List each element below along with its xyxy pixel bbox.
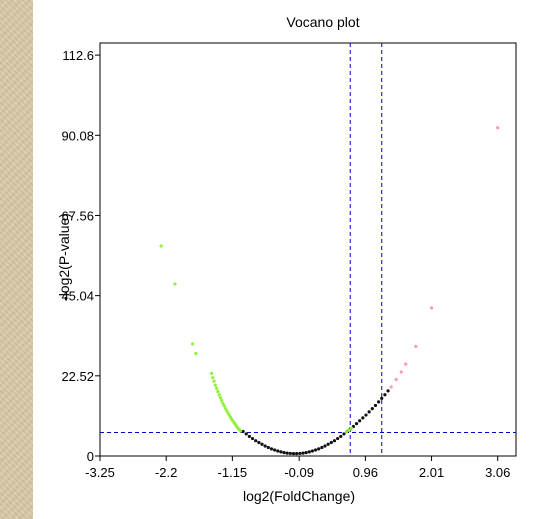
data-point: [291, 451, 296, 456]
data-point: [339, 434, 343, 439]
x-tick-label: -0.09: [284, 465, 314, 480]
data-point: [380, 396, 384, 400]
data-point: [399, 370, 403, 374]
x-axis: -3.25 -2.2 -1.15 -0.09 0.96 2.01 3.06: [85, 456, 510, 480]
data-point: [336, 436, 340, 441]
data-point: [269, 447, 274, 451]
data-point: [394, 377, 398, 382]
data-point: [266, 445, 270, 450]
data-point: [329, 440, 333, 445]
y-axis-label: -log2(P-value): [56, 213, 72, 301]
data-point: [221, 401, 225, 405]
data-point: [386, 389, 390, 393]
data-point: [404, 362, 408, 366]
data-point: [347, 428, 351, 432]
data-point: [373, 403, 378, 408]
data-point: [194, 351, 198, 356]
data-point: [376, 400, 381, 404]
data-point: [342, 432, 346, 436]
data-point: [216, 389, 220, 394]
data-point: [247, 434, 251, 439]
data-point: [307, 450, 311, 454]
x-tick-label: 3.06: [485, 465, 510, 480]
data-point: [238, 429, 243, 433]
data-point: [213, 383, 217, 387]
data-point: [285, 451, 289, 455]
data-point: [364, 413, 368, 417]
y-tick-label: 112.6: [62, 48, 94, 63]
y-tick-label: 0: [87, 449, 94, 464]
y-tick-label: 90.08: [61, 128, 94, 143]
data-point: [367, 410, 371, 414]
data-point: [349, 426, 354, 430]
data-point: [354, 422, 359, 426]
data-point: [301, 451, 305, 455]
data-point: [263, 444, 267, 448]
plot-panel: Vocano plot -3.25 -2.2 -1.15 -0.09 0.96 2.01 3…: [33, 0, 552, 519]
data-point: [212, 379, 216, 383]
data-point: [320, 445, 324, 450]
data-point: [159, 244, 163, 248]
y-tick-label: 67.56: [61, 208, 94, 223]
data-point: [298, 451, 302, 456]
data-point: [383, 393, 387, 397]
data-point: [250, 436, 255, 441]
data-point: [344, 430, 349, 434]
data-point: [389, 385, 393, 389]
data-point: [272, 448, 277, 452]
x-tick-label: 0.96: [353, 465, 378, 480]
data-point: [317, 447, 321, 451]
y-axis: 0 22.52 45.04 67.56 90.08 112.6: [61, 48, 100, 464]
data-point: [257, 440, 261, 445]
data-point: [414, 344, 418, 348]
data-point: [326, 442, 330, 446]
x-tick-label: -1.15: [218, 465, 248, 480]
data-point: [254, 439, 258, 443]
x-tick-label: -2.2: [155, 465, 177, 480]
data-point: [276, 449, 280, 453]
data-point: [496, 126, 500, 130]
threshold-lines: [100, 43, 516, 456]
y-tick-label: 45.04: [61, 289, 94, 304]
data-point: [279, 450, 283, 454]
data-point: [260, 442, 264, 446]
data-point: [323, 444, 327, 448]
data-point: [191, 342, 195, 346]
volcano-plot: Vocano plot -3.25 -2.2 -1.15 -0.09 0.96 2.01 3…: [56, 14, 517, 504]
data-point: [304, 451, 308, 455]
data-point: [220, 398, 224, 403]
data-point: [244, 432, 248, 436]
data-point: [288, 451, 292, 456]
data-points: [159, 126, 500, 456]
x-tick-label: 2.01: [419, 465, 444, 480]
data-point: [332, 439, 337, 443]
data-point: [361, 416, 365, 420]
plot-frame: [99, 42, 517, 457]
data-point: [370, 407, 374, 411]
data-point: [282, 451, 286, 455]
data-point: [310, 449, 315, 453]
data-point: [358, 419, 362, 423]
data-point: [173, 282, 177, 286]
data-point: [211, 376, 215, 380]
data-point: [429, 306, 434, 310]
data-point: [223, 406, 228, 410]
x-tick-label: -3.25: [85, 465, 115, 480]
data-point: [295, 451, 299, 456]
x-axis-label: log2(FoldChange): [243, 488, 355, 504]
data-point: [222, 404, 226, 408]
data-point: [217, 393, 221, 397]
data-point: [313, 448, 318, 452]
y-tick-label: 22.52: [61, 369, 94, 384]
data-point: [209, 371, 214, 375]
data-point: [218, 396, 222, 400]
data-point: [241, 429, 245, 434]
data-point: [215, 386, 219, 390]
chart-title: Vocano plot: [286, 14, 359, 30]
